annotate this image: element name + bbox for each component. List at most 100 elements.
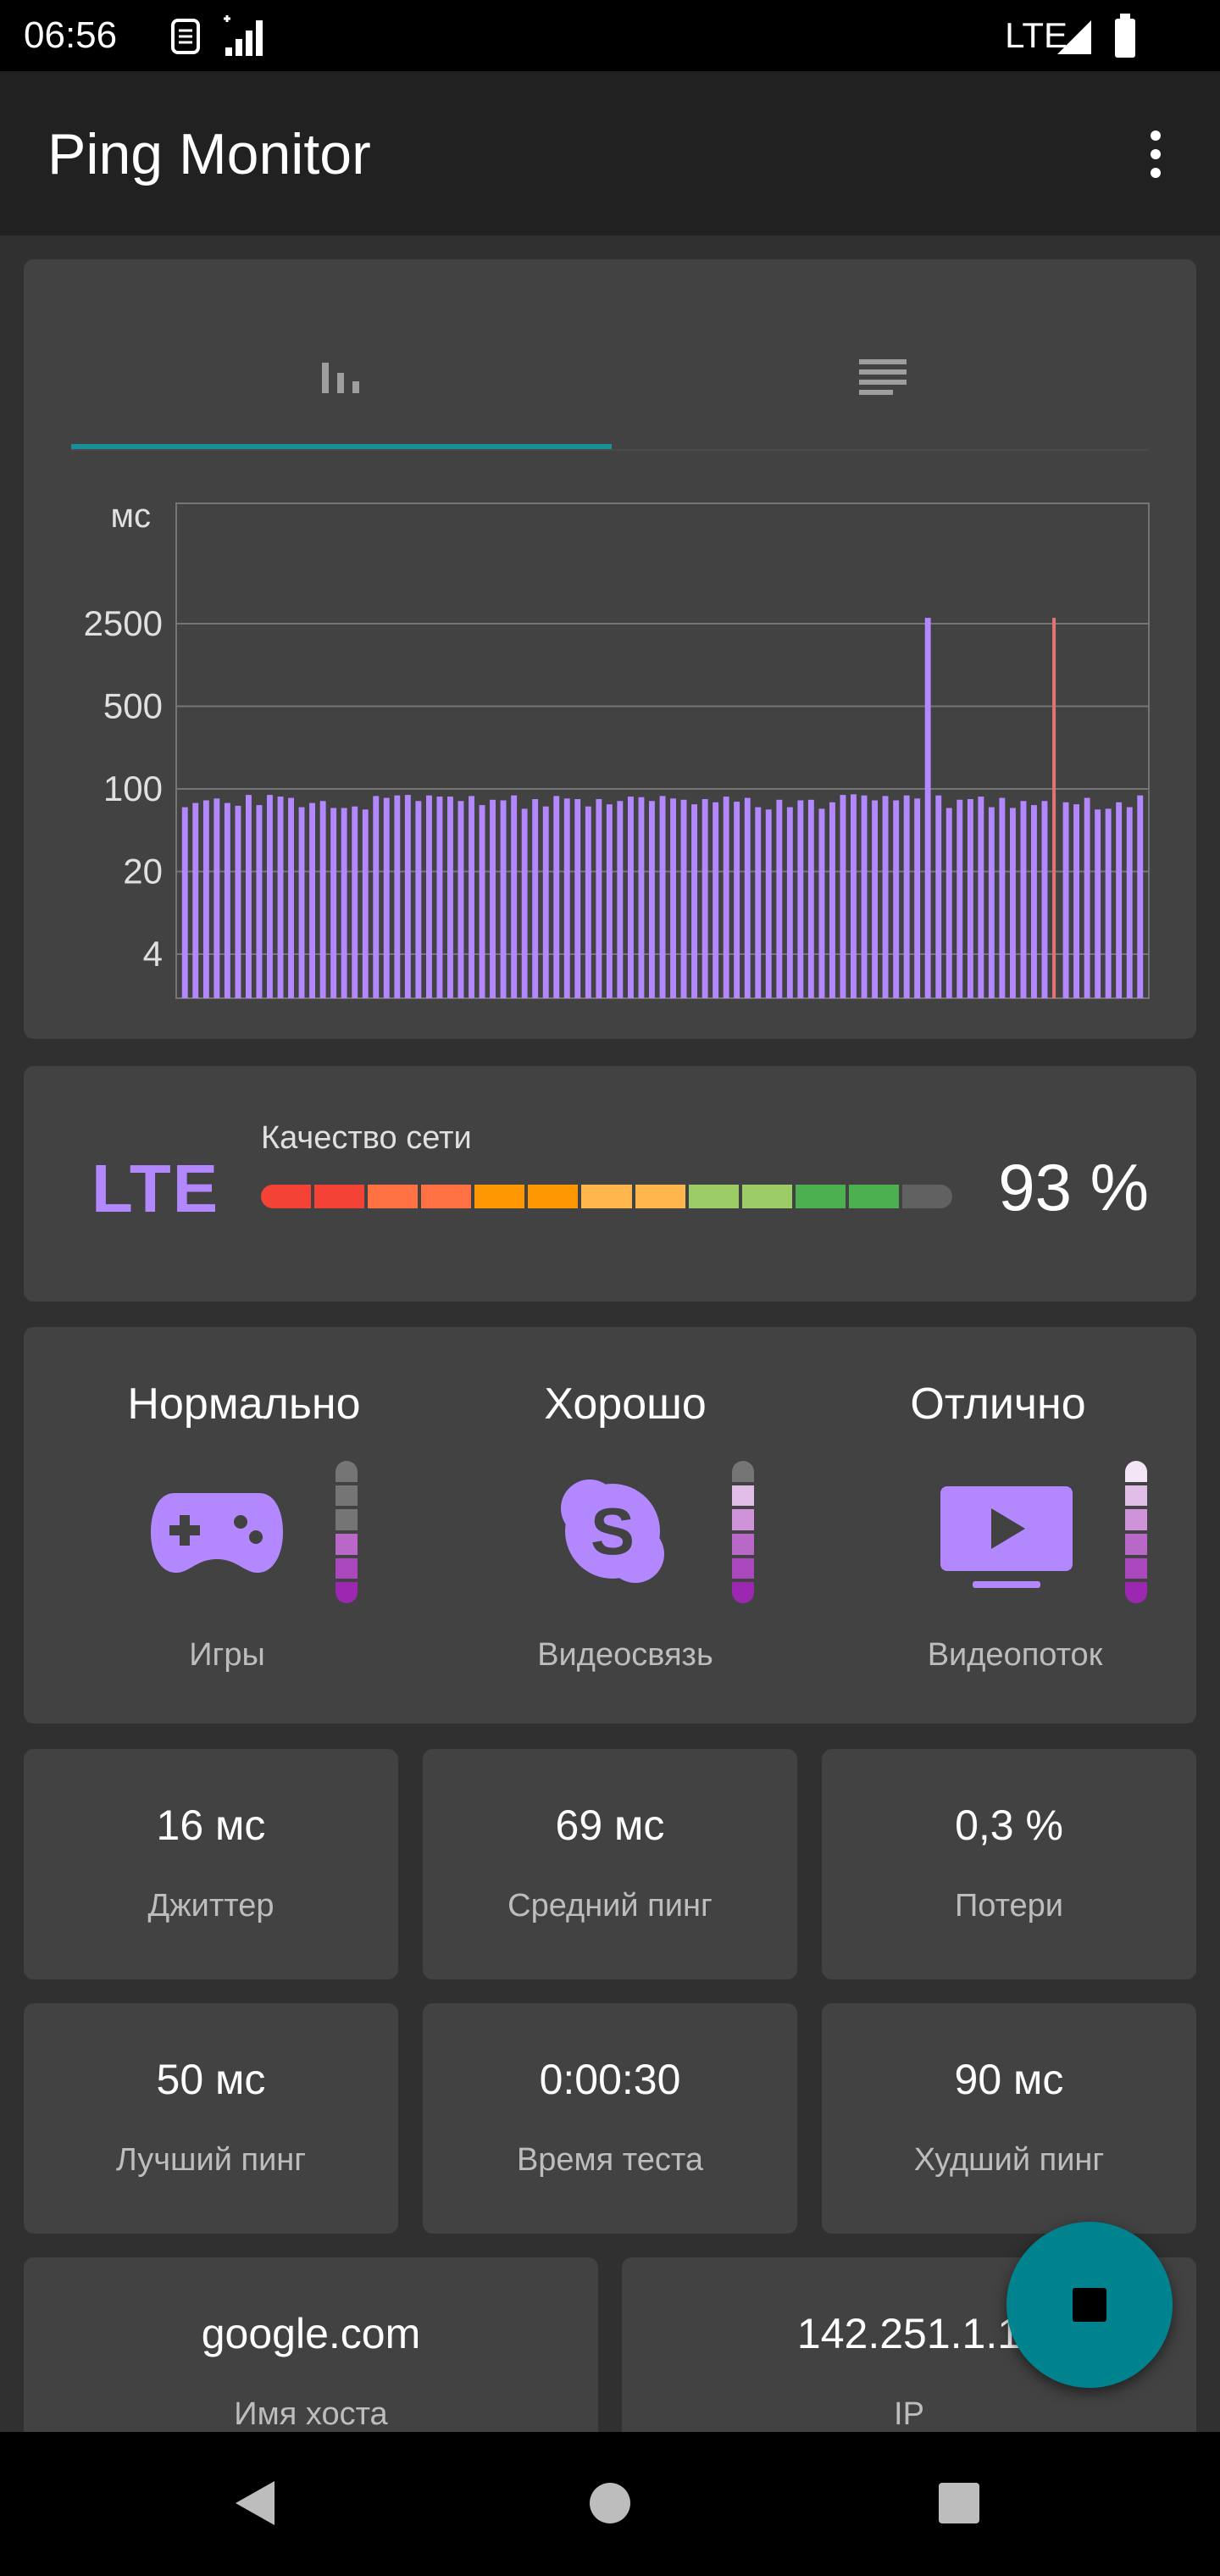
meter-segment [1125, 1485, 1147, 1507]
packet-loss-marker [1052, 618, 1056, 998]
ping-bar [181, 807, 188, 998]
tab-chart[interactable] [71, 310, 612, 437]
games-quality-meter [336, 1461, 358, 1603]
meter-segment [336, 1461, 358, 1482]
quality-segment [741, 1185, 792, 1208]
ping-bar [988, 807, 995, 998]
packet-loss-tile: 0,3 % Потери [822, 1749, 1196, 1979]
more-vert-icon[interactable] [1139, 127, 1173, 181]
bar-chart-icon [322, 363, 359, 393]
ping-bar [765, 809, 772, 998]
y-tick-label: 2500 [84, 603, 163, 643]
meter-segment [1125, 1509, 1147, 1530]
stop-test-button[interactable] [1006, 2222, 1173, 2388]
ping-bar [596, 799, 602, 998]
tab-log[interactable] [612, 310, 1149, 437]
ping-bar [585, 806, 591, 998]
ping-bar [404, 795, 411, 998]
video-stream-rating: Отлично [910, 1380, 1086, 1429]
packet-loss-value: 0,3 % [955, 1802, 1063, 1849]
ping-bar [999, 797, 1006, 998]
status-network-type: LTE [1005, 15, 1068, 55]
network-quality-bar [261, 1185, 952, 1208]
quality-segment [795, 1185, 846, 1208]
app-bar: Ping Monitor [0, 71, 1220, 236]
test-time-value: 0:00:30 [539, 2056, 681, 2103]
quality-segment [261, 1185, 312, 1208]
ping-bar [818, 808, 825, 998]
hostname-label: Имя хоста [234, 2396, 388, 2432]
meter-segment [336, 1533, 358, 1555]
test-time-tile: 0:00:30 Время теста [423, 2003, 797, 2234]
best-ping-label: Лучший пинг [115, 2142, 307, 2178]
average-ping-value: 69 мс [555, 1802, 665, 1849]
ping-bar [617, 801, 624, 998]
best-ping-tile: 50 мс Лучший пинг [24, 2003, 398, 2234]
stop-icon [1073, 2288, 1106, 2322]
video-call-rating: Хорошо [544, 1380, 707, 1429]
ping-bar [447, 797, 453, 998]
network-quality-label: Качество сети [261, 1120, 472, 1156]
ping-bar [851, 794, 857, 998]
svg-text:S: S [591, 1494, 635, 1568]
ping-bar [532, 799, 539, 998]
ping-bar [298, 807, 305, 998]
ping-bar [978, 797, 984, 998]
worst-ping-value: 90 мс [954, 2056, 1064, 2103]
ping-bar [1137, 795, 1144, 998]
network-quality-percent: 93 % [998, 1150, 1149, 1224]
ping-bar [553, 796, 560, 998]
ping-bar [214, 798, 220, 998]
home-icon[interactable] [588, 2481, 632, 2525]
ping-bar [702, 799, 708, 998]
quality-segment [635, 1185, 685, 1208]
ping-bar [415, 801, 422, 998]
status-time: 06:56 [24, 14, 118, 56]
ping-bar [267, 795, 273, 998]
system-nav-bar [0, 2432, 1220, 2576]
network-type-label: LTE [92, 1151, 220, 1226]
ping-bar [786, 807, 793, 998]
ping-bar [256, 805, 263, 998]
ping-bar [807, 799, 814, 998]
back-icon[interactable] [230, 2478, 278, 2529]
ping-bar [1073, 804, 1079, 998]
ping-bar [1126, 807, 1133, 998]
ping-bar [542, 806, 549, 998]
ping-bar [1105, 808, 1112, 998]
jitter-tile: 16 мс Джиттер [24, 1749, 398, 1979]
ping-bar [469, 796, 474, 998]
ping-bar [606, 804, 613, 998]
tab-divider [71, 449, 1149, 451]
ping-bar [426, 795, 432, 998]
packet-loss-label: Потери [954, 1888, 1064, 1924]
meter-segment [732, 1533, 754, 1555]
meter-segment [732, 1557, 754, 1579]
games-label: Игры [189, 1637, 265, 1673]
cell-signal-icon [1057, 20, 1091, 54]
ping-bar [383, 797, 390, 998]
ping-bar [1084, 797, 1090, 998]
ping-bar [882, 796, 889, 998]
ping-chart: мс 2500 500 100 20 4 [84, 497, 1150, 999]
status-bar: 06:56 LTE [0, 0, 1220, 71]
meter-segment [732, 1485, 754, 1507]
recents-icon[interactable] [937, 2481, 981, 2525]
gamepad-icon [151, 1493, 283, 1573]
ping-bar [893, 800, 900, 998]
meter-segment [336, 1582, 358, 1603]
quality-segment [421, 1185, 472, 1208]
ping-bar [946, 808, 952, 998]
ping-bar [659, 796, 666, 998]
quality-segment [528, 1185, 579, 1208]
ping-bar [1041, 801, 1048, 998]
ping-bar [202, 800, 209, 998]
sim-icon [171, 19, 200, 54]
best-ping-value: 50 мс [156, 2056, 266, 2103]
ping-bar [288, 797, 294, 998]
ping-bar [500, 800, 507, 998]
meter-segment [1125, 1533, 1147, 1555]
ping-bar [574, 799, 581, 998]
average-ping-label: Средний пинг [507, 1888, 713, 1924]
network-quality-card: LTE Качество сети 93 % [24, 1066, 1196, 1302]
